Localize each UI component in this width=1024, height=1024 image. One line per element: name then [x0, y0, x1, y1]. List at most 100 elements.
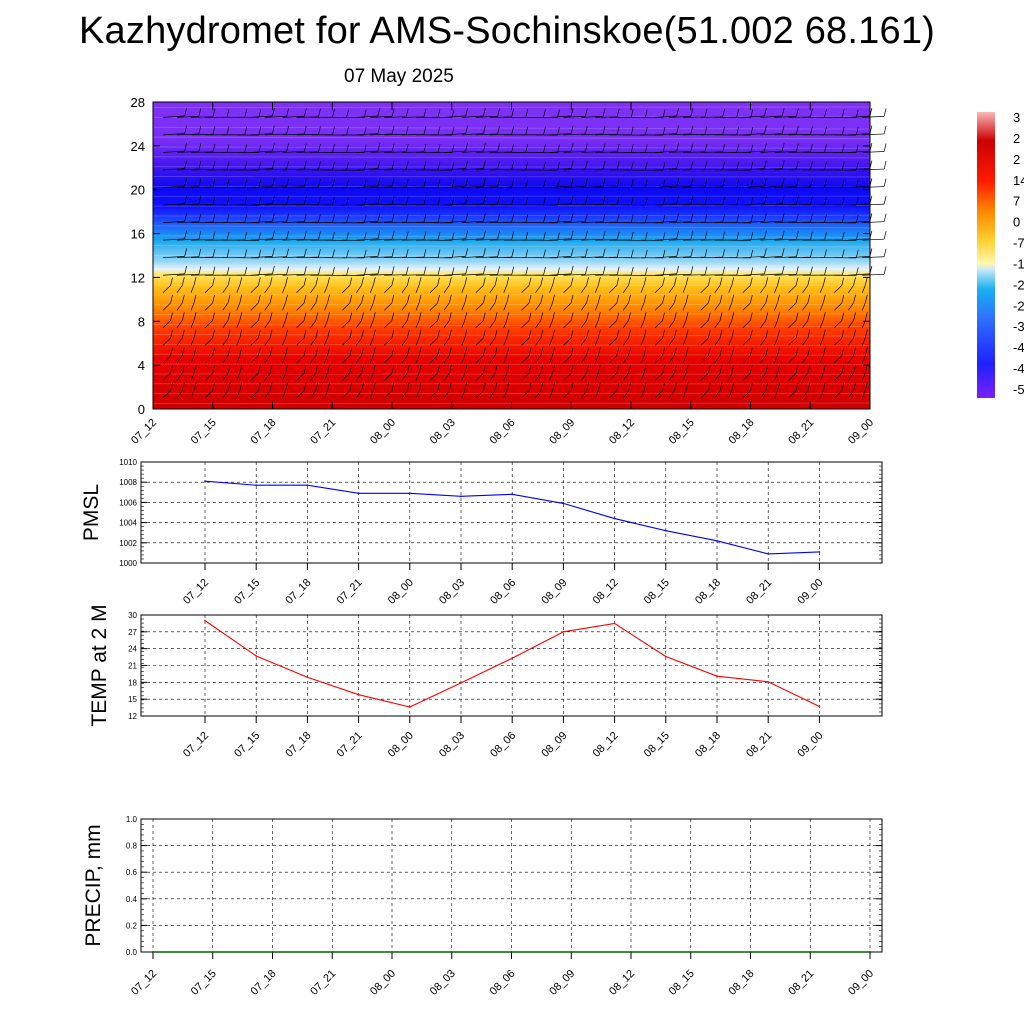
temp-ylabel: TEMP at 2 M: [88, 604, 111, 726]
wind-barb-staff: [384, 221, 407, 223]
wind-barb-staff: [802, 390, 809, 399]
wind-barb-staff: [162, 390, 171, 399]
wind-barb-staff: [609, 337, 618, 346]
wind-barb-flag: [258, 109, 262, 118]
wind-barb-flag: [662, 365, 665, 374]
wind-barb-flag: [841, 144, 845, 153]
wind-barb-flag: [795, 365, 799, 374]
wind-barb-flag: [391, 213, 395, 222]
wind-barb-staff: [190, 302, 195, 311]
wind-barb-flag: [418, 294, 422, 303]
wind-barb-flag: [750, 162, 754, 171]
wind-barb-staff: [236, 372, 241, 381]
wind-barb-flag: [391, 347, 395, 356]
heatmap-ytick-label: 0: [138, 402, 145, 417]
wind-barb-flag: [662, 232, 666, 241]
wind-barb-flag: [736, 249, 740, 258]
wind-barb-staff: [342, 302, 351, 311]
wind-barb-flag: [540, 277, 544, 286]
wind-barb-staff: [282, 372, 286, 381]
wind-barb-staff: [384, 285, 393, 294]
wind-barb-flag: [465, 265, 469, 274]
heatmap-xtick-label: 08_09: [547, 417, 577, 447]
pmsl-ylabel: PMSL: [80, 484, 103, 541]
wind-barb-flag: [391, 108, 395, 117]
wind-barb-flag: [586, 329, 589, 339]
wind-barb-flag: [377, 248, 381, 257]
wind-barb-flag: [584, 231, 588, 240]
wind-barb-flag: [586, 312, 589, 321]
wind-barb-flag: [258, 267, 262, 276]
wind-barb-staff: [475, 116, 498, 118]
precip-xtick-label: 08_03: [428, 968, 458, 998]
wind-barb-staff: [370, 151, 393, 153]
wind-barb-flag: [193, 329, 197, 338]
wind-barb-staff: [640, 285, 645, 293]
wind-barb-staff: [370, 186, 393, 188]
wind-barb-flag: [795, 108, 799, 117]
wind-barb-staff: [563, 186, 586, 188]
wind-barb-flag: [853, 382, 856, 391]
wind-barb-staff: [668, 238, 691, 241]
wind-barb-staff: [563, 238, 586, 241]
wind-barb-staff: [774, 372, 778, 381]
wind-barb-flag: [465, 248, 469, 257]
wind-barb-flag: [736, 267, 740, 276]
wind-barb-staff: [549, 302, 553, 311]
wind-barb-staff: [222, 320, 229, 329]
wind-barb-staff: [370, 168, 393, 171]
wind-barb-flag: [506, 277, 510, 286]
wind-barb-flag: [198, 266, 202, 275]
wind-barb-flag: [795, 248, 799, 257]
wind-barb-flag: [315, 382, 319, 391]
wind-barb-staff: [415, 355, 420, 364]
wind-barb-staff: [700, 221, 723, 223]
wind-barb-flag: [269, 347, 273, 356]
wind-barb-flag: [736, 126, 740, 135]
wind-barb-flag: [363, 109, 367, 118]
wind-barb-flag: [303, 213, 307, 222]
pmsl-xtick-label: 07_18: [283, 577, 313, 607]
wind-barb-staff: [370, 133, 393, 136]
wind-barb-staff: [250, 115, 273, 118]
wind-barb-staff: [475, 320, 484, 329]
wind-barb-staff: [682, 204, 705, 206]
wind-barb-flag: [883, 125, 887, 135]
wind-barb-staff: [310, 372, 317, 381]
wind-barb-flag: [227, 277, 231, 286]
wind-barb-staff: [668, 337, 675, 346]
wind-barb-flag: [272, 230, 275, 239]
wind-barb-staff: [700, 337, 709, 346]
wind-barb-staff: [162, 115, 185, 118]
wind-barb-staff: [654, 150, 677, 153]
colorbar-label: -4: [1013, 361, 1024, 376]
wind-barb-staff: [788, 274, 811, 276]
wind-barb-flag: [494, 294, 498, 303]
wind-barb-flag: [630, 179, 634, 188]
wind-barb-staff: [549, 203, 572, 206]
wind-barb-staff: [847, 302, 854, 311]
wind-barb-flag: [765, 277, 769, 286]
wind-barb-flag: [483, 213, 486, 222]
wind-barb-flag: [644, 127, 648, 136]
wind-barb-flag: [437, 347, 440, 356]
wind-barb-flag: [184, 265, 188, 274]
colorbar-label: 0: [1013, 215, 1020, 230]
wind-barb-staff: [714, 390, 721, 399]
wind-barb-staff: [714, 355, 721, 364]
wind-barb-flag: [212, 295, 215, 304]
temp-ytick-label: 15: [128, 695, 137, 704]
wind-barb-flag: [662, 277, 665, 286]
wind-barb-staff: [324, 302, 328, 311]
wind-barb-flag: [690, 143, 694, 152]
wind-barb-flag: [644, 214, 648, 223]
wind-barb-staff: [700, 239, 723, 241]
wind-barb-flag: [363, 267, 367, 276]
wind-barb-flag: [855, 127, 859, 136]
wind-barb-flag: [644, 179, 648, 188]
pmsl-ytick-label: 1004: [119, 519, 137, 528]
wind-barb-flag: [853, 294, 856, 303]
wind-barb-flag: [855, 232, 859, 241]
wind-barb-staff: [342, 285, 351, 294]
wind-barb-flag: [361, 277, 364, 286]
